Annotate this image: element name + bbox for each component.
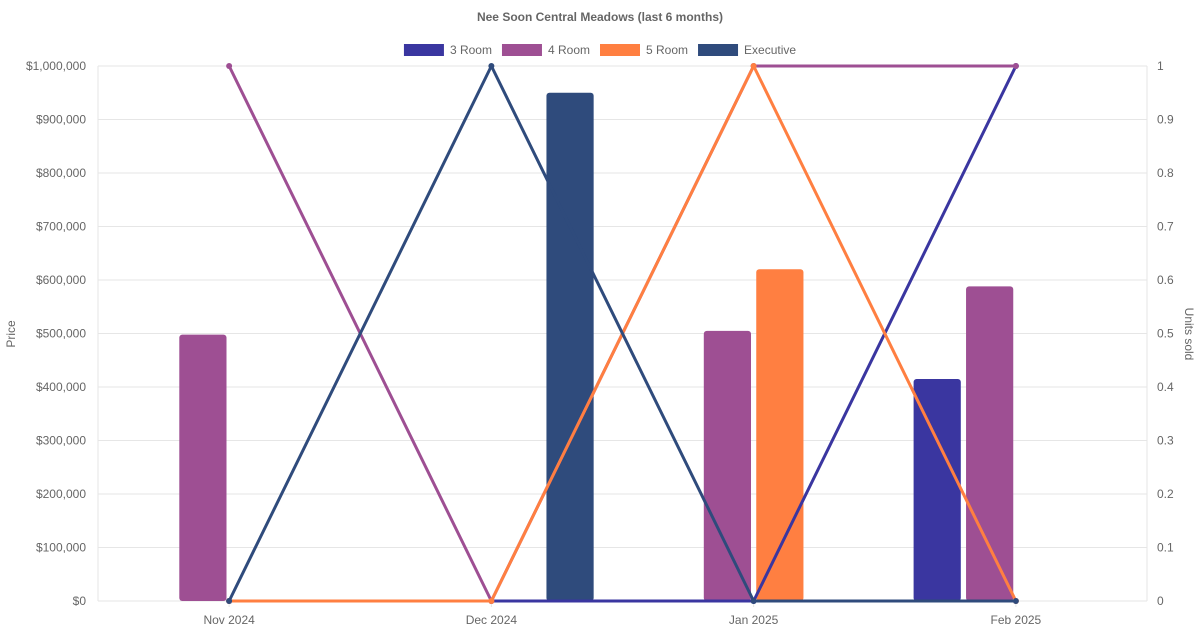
point-executive-1 (488, 63, 495, 69)
legend: 3 Room 4 Room 5 Room Executive (403, 43, 796, 57)
y-tick-label: $1,000,000 (26, 59, 86, 73)
y-tick-label: $200,000 (36, 487, 86, 501)
y-tick-label: $800,000 (36, 166, 86, 180)
y-tick-label: $300,000 (36, 434, 86, 448)
point-5-room-1 (488, 598, 495, 604)
y-tick-label: $0 (73, 594, 87, 608)
point-5-room-2 (750, 63, 757, 69)
point-4-room-3 (1012, 63, 1019, 69)
legend-swatch-5-room (600, 44, 640, 56)
y2-tick-label: 0.9 (1157, 113, 1174, 127)
bar-5-room-2 (756, 269, 804, 601)
point-4-room-0 (226, 63, 233, 69)
x-tick-label: Nov 2024 (203, 613, 255, 627)
y2-tick-label: 0.2 (1157, 487, 1174, 501)
x-tick-label: Jan 2025 (729, 613, 779, 627)
y2-tick-label: 0.6 (1157, 273, 1174, 287)
y-tick-label: $700,000 (36, 220, 86, 234)
legend-label: 3 Room (450, 43, 492, 57)
y2-tick-label: 0.1 (1157, 541, 1174, 555)
bar-3-room-3 (913, 378, 961, 601)
x-tick-label: Feb 2025 (991, 613, 1042, 627)
y-tick-label: $100,000 (36, 541, 86, 555)
y-axis-title: Price (4, 320, 18, 348)
point-executive-3 (1012, 598, 1019, 604)
y-tick-label: $900,000 (36, 113, 86, 127)
y-tick-label: $600,000 (36, 273, 86, 287)
chart-title: Nee Soon Central Meadows (last 6 months) (477, 10, 723, 24)
legend-label: Executive (744, 43, 796, 57)
bar-4-room-2 (703, 330, 752, 601)
price-bars (179, 92, 1014, 601)
y2-tick-label: 1 (1157, 59, 1164, 73)
bar-executive-1 (546, 92, 594, 601)
y-tick-label: $400,000 (36, 380, 86, 394)
legend-swatch-3-room (403, 44, 444, 56)
x-tick-label: Dec 2024 (466, 613, 518, 627)
legend-label: 4 Room (548, 43, 590, 57)
bar-4-room-3 (966, 286, 1014, 601)
x-axis-ticks: Nov 2024 Dec 2024 Jan 2025 Feb 2025 (203, 601, 1042, 627)
legend-swatch-4-room (501, 44, 542, 56)
y2-tick-label: 0.4 (1157, 380, 1174, 394)
y2-tick-label: 0.8 (1157, 166, 1174, 180)
y-axis-ticks: $0 $100,000 $200,000 $300,000 $400,000 $500,0… (26, 59, 86, 608)
y-tick-label: $500,000 (36, 327, 86, 341)
y2-tick-label: 0.3 (1157, 434, 1174, 448)
legend-swatch-executive (698, 44, 739, 56)
y2-tick-label: 0.7 (1157, 220, 1174, 234)
point-executive-0 (226, 598, 233, 604)
y2-axis-ticks: 0 0.1 0.2 0.3 0.4 0.5 0.6 0.7 0.8 0.9 1 (1157, 59, 1174, 608)
y2-axis-title: Units sold (1182, 308, 1196, 361)
y2-tick-label: 0.5 (1157, 327, 1174, 341)
units-lines (226, 63, 1019, 604)
line-executive (227, 64, 1016, 603)
point-executive-2 (750, 598, 757, 604)
y2-tick-label: 0 (1157, 594, 1164, 608)
bar-4-room-0 (179, 334, 227, 601)
legend-label: 5 Room (646, 43, 688, 57)
